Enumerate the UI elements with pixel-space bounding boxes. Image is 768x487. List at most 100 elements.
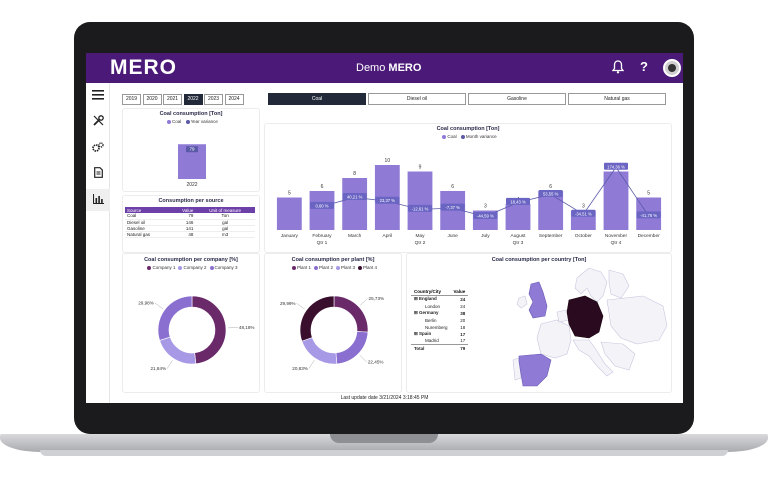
map-spain[interactable] — [518, 353, 552, 387]
country-name-text: Total — [414, 345, 425, 351]
bar-value-label: 3 — [582, 204, 585, 210]
table-row[interactable]: Berlin 20 — [411, 317, 468, 324]
last-update-footer: Last update date 3/21/2024 3:18:45 PM — [340, 395, 429, 401]
variance-badge — [375, 196, 400, 204]
company-slice-3[interactable] — [157, 295, 193, 341]
avatar[interactable] — [663, 59, 681, 77]
document-icon[interactable] — [86, 163, 110, 185]
variance-label: 18,43 % — [510, 199, 526, 204]
x-tick-label: January — [281, 233, 299, 239]
bar-march[interactable] — [342, 178, 368, 230]
help-icon[interactable]: ? — [640, 59, 648, 74]
europe-map[interactable] — [511, 266, 671, 392]
expand-icon[interactable]: ⊞ — [414, 296, 420, 302]
table-row[interactable]: Total 79 — [411, 344, 469, 352]
variance-label: 40,21 % — [347, 194, 363, 199]
table-row[interactable]: Nuremberg 18 — [411, 324, 468, 331]
fuel-button-gasoline[interactable]: Gasoline — [468, 93, 566, 105]
company-slice-1[interactable] — [191, 295, 227, 365]
map-england[interactable] — [528, 281, 548, 319]
table-row[interactable]: ⊞ England 24 — [411, 296, 468, 303]
plant-leader-line — [296, 303, 305, 310]
country-value: 24 — [460, 303, 466, 309]
plant-slice-4[interactable] — [299, 295, 335, 342]
card-per-source-title: Consumption per source — [158, 198, 224, 204]
x-tick-label: 2022 — [186, 182, 197, 188]
bar-value-label: 6 — [549, 184, 552, 190]
gears-icon[interactable] — [86, 137, 110, 159]
card-coal-total: Coal consumption [Ton] Coal Year varianc… — [122, 108, 260, 192]
country-value: 17 — [460, 338, 466, 344]
source-table: Source Value Unit of measure Coal 79 Ton Di… — [125, 207, 255, 238]
table-cell: Ton — [195, 213, 255, 220]
map-germany[interactable] — [566, 295, 604, 339]
bar-august[interactable] — [505, 204, 531, 230]
plant-slice-label: 22,45% — [368, 360, 384, 365]
year-button-2021[interactable]: 2021 — [163, 94, 182, 105]
plant-legend-dot — [336, 265, 340, 270]
company-legend-dot — [178, 265, 183, 270]
plant-slice-label: 25,73% — [369, 296, 385, 301]
variance-label: -41,76 % — [640, 213, 657, 218]
company-slice-label: 21,84% — [151, 366, 167, 371]
table-row[interactable]: Madrid 17 — [411, 338, 468, 345]
logo[interactable]: MERO — [110, 56, 177, 79]
bar-value-label: 79 — [189, 147, 195, 152]
bar-january[interactable] — [276, 197, 302, 231]
country-name: Berlin — [411, 317, 451, 324]
table-row[interactable]: London 24 — [411, 303, 468, 310]
country-name-text: Madrid — [425, 338, 439, 344]
laptop-shadow — [40, 450, 728, 456]
card-monthly: Coal consumption [Ton] Coal Month varian… — [264, 123, 672, 253]
year-button-2024[interactable]: 2024 — [224, 94, 244, 105]
map-balkans — [600, 341, 636, 371]
table-cell: 48 — [170, 231, 196, 238]
table-row[interactable]: Gasoline 141 gal — [125, 225, 255, 232]
table-row[interactable]: ⊞ Spain 17 — [411, 331, 468, 338]
plant-leader-line — [308, 360, 315, 369]
tools-icon[interactable] — [86, 111, 110, 133]
country-value: 24 — [460, 296, 466, 302]
plant-slice-3[interactable] — [301, 337, 338, 365]
company-slice-2[interactable] — [159, 336, 197, 365]
year-button-2022[interactable]: 2022 — [183, 94, 203, 105]
expand-icon[interactable]: ⊞ — [414, 331, 420, 336]
company-legend-dot — [209, 265, 214, 270]
variance-label: 53,55 % — [543, 191, 559, 196]
table-row[interactable]: Diesel oil 146 gal — [125, 219, 255, 226]
year-button-2020[interactable]: 2020 — [142, 94, 162, 105]
country-name: Total — [411, 344, 451, 352]
card-per-company-title: Coal consumption per company [%] — [144, 257, 238, 263]
plant-slice-1[interactable] — [333, 295, 369, 333]
bar-february[interactable] — [309, 191, 335, 230]
menu-icon[interactable] — [86, 85, 110, 107]
bar-may[interactable] — [407, 171, 433, 231]
x-tick-label: July — [481, 233, 490, 239]
table-row[interactable]: ⊞ Germany 38 — [411, 310, 468, 317]
quarter-label: Qtr 1 — [317, 240, 328, 246]
plant-slice-2[interactable] — [335, 331, 369, 365]
year-button-2019[interactable]: 2019 — [122, 94, 141, 105]
x-tick-label: December — [638, 233, 661, 239]
bar-value-label: 5 — [288, 191, 291, 197]
laptop-notch — [330, 434, 438, 443]
country-name-text: England — [419, 296, 437, 302]
country-name-text: Spain — [419, 331, 432, 336]
card-coal-total-legend: Coal Year variance — [123, 119, 259, 124]
country-name-text: Germany — [419, 310, 439, 315]
plant-legend-label: Plant 3 — [341, 265, 356, 270]
fuel-button-natural-gas[interactable]: Natural gas — [568, 93, 666, 105]
fuel-button-diesel-oil[interactable]: Diesel oil — [368, 93, 466, 105]
expand-icon[interactable]: ⊞ — [414, 310, 420, 315]
bar-november[interactable] — [603, 171, 629, 231]
table-row[interactable]: Coal 79 Ton — [125, 213, 255, 220]
bell-icon[interactable] — [611, 60, 626, 76]
table-row[interactable]: Natural gas 48 m3 — [125, 231, 255, 238]
bar-september[interactable] — [538, 191, 564, 230]
variance-badge — [538, 189, 563, 197]
year-button-2023[interactable]: 2023 — [204, 94, 223, 105]
variance-label: -44,59 % — [477, 214, 494, 219]
chart-icon[interactable] — [86, 189, 110, 211]
company-leader-line — [154, 302, 164, 309]
fuel-button-coal[interactable]: Coal — [268, 93, 366, 105]
